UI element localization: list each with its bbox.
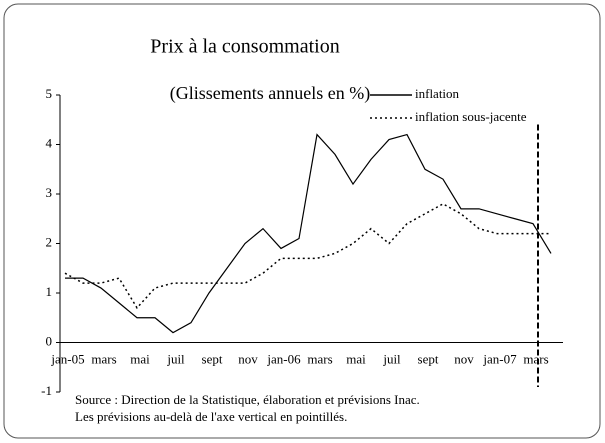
x-tick-label: sept <box>202 351 223 366</box>
series-line <box>65 133 552 334</box>
y-tick-label: 1 <box>46 284 53 299</box>
legend-label: inflation sous-jacente <box>415 109 527 124</box>
x-tick-label: mars <box>523 351 548 366</box>
x-tick-label: mars <box>307 351 332 366</box>
y-tick-label: 5 <box>46 86 53 101</box>
x-tick-label: jan-05 <box>50 351 84 366</box>
y-tick-label: 0 <box>46 333 53 348</box>
x-tick-label: mai <box>130 351 150 366</box>
source-line: Les prévisions au-delà de l'axe vertical… <box>75 409 347 424</box>
x-tick-label: juil <box>166 351 185 366</box>
legend-label: inflation <box>415 86 460 101</box>
x-tick-label: mars <box>91 351 116 366</box>
x-tick-label: nov <box>238 351 258 366</box>
x-tick-label: jan-07 <box>482 351 517 366</box>
x-tick-label: juil <box>382 351 401 366</box>
source-line: Source : Direction de la Statistique, él… <box>75 392 420 407</box>
y-tick-label: -1 <box>41 383 52 398</box>
chart-title: Prix à la consommation <box>150 36 339 58</box>
y-tick-label: 3 <box>46 185 53 200</box>
y-tick-label: 2 <box>46 234 53 249</box>
y-tick-label: 4 <box>46 135 53 150</box>
chart-subtitle: (Glissements annuels en %) <box>170 83 370 104</box>
x-tick-label: nov <box>454 351 474 366</box>
series-line <box>64 203 551 310</box>
x-tick-label: mai <box>346 351 366 366</box>
x-tick-label: jan-06 <box>266 351 301 366</box>
x-tick-label: sept <box>418 351 439 366</box>
